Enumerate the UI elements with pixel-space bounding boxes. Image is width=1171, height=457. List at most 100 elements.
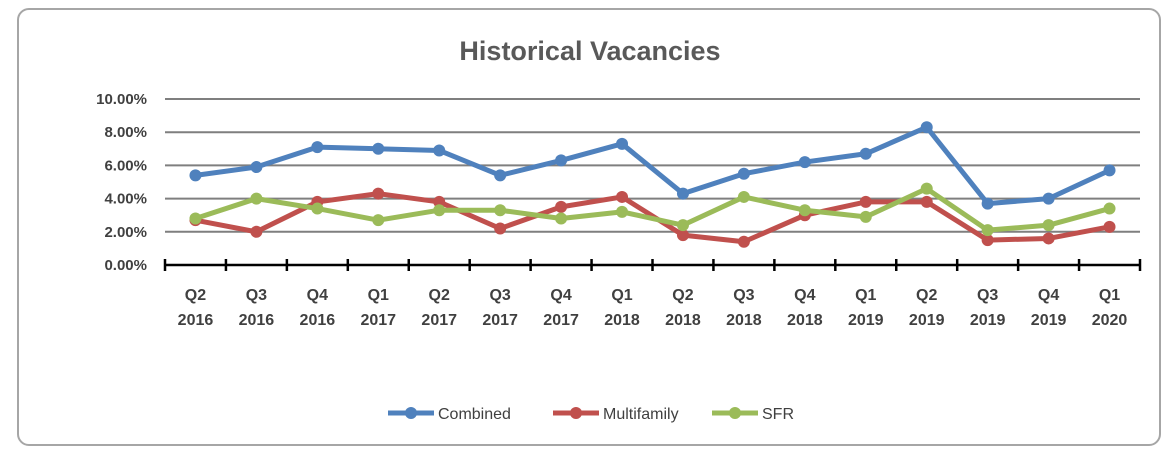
x-tick-label: Q3 xyxy=(733,287,754,304)
x-tick-label: Q4 xyxy=(307,287,328,304)
x-axis xyxy=(163,259,1142,271)
data-point xyxy=(1042,192,1055,205)
y-tick-label: 8.00% xyxy=(104,124,147,141)
data-point xyxy=(250,161,263,174)
data-point xyxy=(250,192,263,205)
data-point xyxy=(676,229,689,242)
data-point xyxy=(189,169,202,182)
data-point xyxy=(676,187,689,200)
legend-label: Combined xyxy=(438,406,511,423)
data-point xyxy=(737,167,750,180)
x-tick-label: Q3 xyxy=(489,287,510,304)
x-tick-label: Q1 xyxy=(368,287,389,304)
y-axis-tick-labels: 0.00% 2.00% 4.00% 6.00% 8.00% 10.00% xyxy=(96,91,147,274)
data-point xyxy=(676,219,689,232)
x-tick-label: Q1 xyxy=(1099,287,1120,304)
series-lines xyxy=(189,121,1116,248)
x-tick-label: 2017 xyxy=(360,312,396,329)
data-point xyxy=(250,225,263,238)
data-point xyxy=(433,204,446,217)
data-point xyxy=(737,235,750,248)
x-tick-label: Q2 xyxy=(916,287,937,304)
x-tick-label: 2019 xyxy=(970,312,1006,329)
data-point xyxy=(372,187,385,200)
x-tick-label: Q1 xyxy=(855,287,876,304)
x-tick-label: 2018 xyxy=(604,312,640,329)
y-tick-label: 0.00% xyxy=(104,257,147,274)
data-point xyxy=(311,141,324,154)
data-point xyxy=(920,182,933,195)
y-tick-label: 4.00% xyxy=(104,191,147,208)
legend-swatch-marker xyxy=(570,407,582,419)
data-point xyxy=(311,202,324,215)
data-point xyxy=(494,204,507,217)
data-point xyxy=(189,212,202,225)
legend-item: Multifamily xyxy=(553,406,679,423)
data-point xyxy=(859,147,872,160)
x-tick-label: 2018 xyxy=(665,312,701,329)
x-tick-label: 2016 xyxy=(178,312,214,329)
x-tick-label: 2019 xyxy=(909,312,945,329)
legend-swatch-marker xyxy=(405,407,417,419)
legend-label: SFR xyxy=(762,406,794,423)
series-combined xyxy=(189,121,1116,210)
x-tick-label: 2020 xyxy=(1092,312,1128,329)
x-tick-label: 2016 xyxy=(239,312,275,329)
x-tick-label: Q4 xyxy=(550,287,571,304)
data-point xyxy=(981,234,994,247)
x-tick-label: Q1 xyxy=(611,287,632,304)
x-tick-label: Q2 xyxy=(672,287,693,304)
data-point xyxy=(616,137,629,150)
legend-swatch-marker xyxy=(729,407,741,419)
data-point xyxy=(859,210,872,223)
data-point xyxy=(737,190,750,203)
series-line xyxy=(192,186,1113,233)
data-point xyxy=(1103,164,1116,177)
legend-item: Combined xyxy=(388,406,511,423)
data-point xyxy=(494,222,507,235)
chart-title: Historical Vacancies xyxy=(459,36,720,66)
x-tick-label: Q3 xyxy=(977,287,998,304)
data-point xyxy=(859,195,872,208)
x-tick-label: 2016 xyxy=(300,312,336,329)
x-tick-label: 2018 xyxy=(726,312,762,329)
y-tick-label: 2.00% xyxy=(104,224,147,241)
x-tick-label: 2017 xyxy=(421,312,457,329)
x-tick-label: 2017 xyxy=(482,312,518,329)
gridlines xyxy=(165,98,1140,233)
data-point xyxy=(981,197,994,210)
series-sfr xyxy=(189,182,1116,237)
legend-item: SFR xyxy=(712,406,794,423)
data-point xyxy=(616,205,629,218)
data-point xyxy=(433,195,446,208)
y-tick-label: 10.00% xyxy=(96,91,147,108)
data-point xyxy=(616,190,629,203)
legend-label: Multifamily xyxy=(603,406,679,423)
data-point xyxy=(555,154,568,167)
data-point xyxy=(433,144,446,157)
x-tick-label: Q4 xyxy=(794,287,815,304)
data-point xyxy=(798,204,811,217)
x-tick-label: Q2 xyxy=(185,287,206,304)
data-point xyxy=(555,200,568,213)
legend: Combined Multifamily SFR xyxy=(388,406,794,423)
data-point xyxy=(1042,219,1055,232)
data-point xyxy=(981,224,994,237)
x-tick-label: Q3 xyxy=(246,287,267,304)
x-axis-tick-labels: Q2 2016 Q3 2016 Q4 2016 Q1 2017 Q2 2017 Q3 2017 Q4 20… xyxy=(178,287,1128,329)
x-tick-label: 2018 xyxy=(787,312,823,329)
data-point xyxy=(555,212,568,225)
data-point xyxy=(372,214,385,227)
data-point xyxy=(372,142,385,155)
x-tick-label: 2019 xyxy=(1031,312,1067,329)
x-tick-label: 2019 xyxy=(848,312,884,329)
data-point xyxy=(494,169,507,182)
data-point xyxy=(1103,220,1116,233)
x-tick-label: Q2 xyxy=(429,287,450,304)
data-point xyxy=(798,156,811,169)
x-tick-label: Q4 xyxy=(1038,287,1059,304)
x-tick-label: 2017 xyxy=(543,312,579,329)
data-point xyxy=(920,121,933,134)
data-point xyxy=(1103,202,1116,215)
